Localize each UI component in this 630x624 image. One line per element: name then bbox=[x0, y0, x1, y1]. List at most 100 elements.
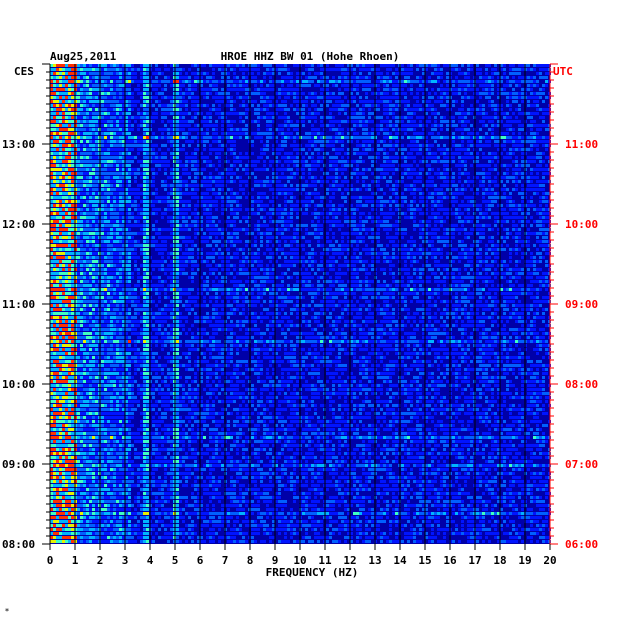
spectral-cell bbox=[365, 92, 368, 95]
spectral-cell bbox=[80, 132, 83, 135]
spectral-cell bbox=[245, 68, 248, 71]
spectral-cell bbox=[50, 148, 53, 151]
spectral-cell bbox=[413, 80, 416, 83]
spectral-cell bbox=[512, 76, 515, 79]
spectral-cell bbox=[518, 128, 521, 131]
spectral-cell bbox=[50, 188, 53, 191]
spectral-cell bbox=[377, 68, 380, 71]
spectral-cell bbox=[395, 72, 398, 75]
spectral-cell bbox=[86, 224, 89, 227]
spectral-cell bbox=[530, 96, 533, 99]
spectral-cell bbox=[431, 96, 434, 99]
spectral-cell bbox=[68, 128, 71, 131]
spectral-cell bbox=[521, 144, 524, 147]
spectral-cell bbox=[233, 212, 236, 215]
spectral-cell bbox=[215, 132, 218, 135]
spectral-cell bbox=[92, 108, 95, 111]
spectral-cell bbox=[164, 112, 167, 115]
spectral-cell bbox=[428, 96, 431, 99]
spectral-cell bbox=[320, 120, 323, 123]
spectral-cell bbox=[305, 160, 308, 163]
spectral-cell bbox=[446, 88, 449, 91]
spectral-cell bbox=[464, 164, 467, 167]
spectral-cell bbox=[281, 124, 284, 127]
spectral-cell bbox=[167, 204, 170, 207]
spectral-cell bbox=[143, 116, 146, 119]
spectral-cell bbox=[365, 124, 368, 127]
spectral-cell bbox=[413, 128, 416, 131]
spectral-cell bbox=[230, 200, 233, 203]
spectral-cell bbox=[317, 180, 320, 183]
spectral-cell bbox=[308, 184, 311, 187]
spectral-cell bbox=[296, 64, 299, 67]
spectral-cell bbox=[488, 172, 491, 175]
spectral-cell bbox=[281, 172, 284, 175]
spectral-cell bbox=[197, 176, 200, 179]
spectral-cell bbox=[206, 160, 209, 163]
spectral-cell bbox=[209, 176, 212, 179]
spectral-cell bbox=[281, 212, 284, 215]
spectral-cell bbox=[332, 192, 335, 195]
spectral-cell bbox=[431, 204, 434, 207]
spectral-cell bbox=[206, 188, 209, 191]
spectral-cell bbox=[389, 88, 392, 91]
spectral-cell bbox=[113, 184, 116, 187]
spectral-cell bbox=[494, 184, 497, 187]
spectral-cell bbox=[71, 200, 74, 203]
spectral-cell bbox=[401, 152, 404, 155]
spectral-cell bbox=[521, 188, 524, 191]
spectral-cell bbox=[116, 120, 119, 123]
spectral-cell bbox=[536, 84, 539, 87]
spectral-cell bbox=[113, 216, 116, 219]
spectral-cell bbox=[101, 184, 104, 187]
spectral-cell bbox=[53, 108, 56, 111]
spectral-cell bbox=[389, 108, 392, 111]
spectral-cell bbox=[527, 64, 530, 67]
spectral-cell bbox=[62, 140, 65, 143]
spectral-cell bbox=[383, 148, 386, 151]
spectral-cell bbox=[182, 204, 185, 207]
spectral-cell bbox=[290, 208, 293, 211]
spectral-cell bbox=[176, 144, 179, 147]
spectral-cell bbox=[377, 220, 380, 223]
spectral-cell bbox=[329, 100, 332, 103]
spectral-cell bbox=[194, 184, 197, 187]
spectral-cell bbox=[101, 76, 104, 79]
spectral-cell bbox=[209, 112, 212, 115]
spectral-cell bbox=[503, 208, 506, 211]
spectral-cell bbox=[404, 156, 407, 159]
spectral-cell bbox=[209, 220, 212, 223]
spectral-cell bbox=[275, 208, 278, 211]
spectral-cell bbox=[86, 116, 89, 119]
spectral-cell bbox=[362, 104, 365, 107]
spectral-cell bbox=[440, 160, 443, 163]
spectral-cell bbox=[395, 140, 398, 143]
spectral-cell bbox=[419, 80, 422, 83]
spectral-cell bbox=[419, 64, 422, 67]
spectral-cell bbox=[542, 196, 545, 199]
spectral-cell bbox=[68, 192, 71, 195]
spectral-cell bbox=[269, 220, 272, 223]
spectral-cell bbox=[464, 80, 467, 83]
spectral-cell bbox=[509, 156, 512, 159]
spectral-cell bbox=[71, 80, 74, 83]
spectral-cell bbox=[401, 156, 404, 159]
spectral-cell bbox=[314, 140, 317, 143]
spectral-cell bbox=[458, 92, 461, 95]
spectral-cell bbox=[170, 100, 173, 103]
spectral-cell bbox=[407, 168, 410, 171]
spectral-cell bbox=[101, 132, 104, 135]
spectral-cell bbox=[371, 208, 374, 211]
spectral-cell bbox=[245, 216, 248, 219]
spectral-cell bbox=[545, 148, 548, 151]
spectral-cell bbox=[131, 80, 134, 83]
spectral-cell bbox=[92, 208, 95, 211]
spectral-cell bbox=[239, 96, 242, 99]
spectral-cell bbox=[188, 184, 191, 187]
spectral-cell bbox=[488, 152, 491, 155]
spectral-cell bbox=[89, 112, 92, 115]
spectral-cell bbox=[71, 112, 74, 115]
spectral-cell bbox=[539, 76, 542, 79]
spectral-cell bbox=[515, 188, 518, 191]
spectral-cell bbox=[143, 176, 146, 179]
